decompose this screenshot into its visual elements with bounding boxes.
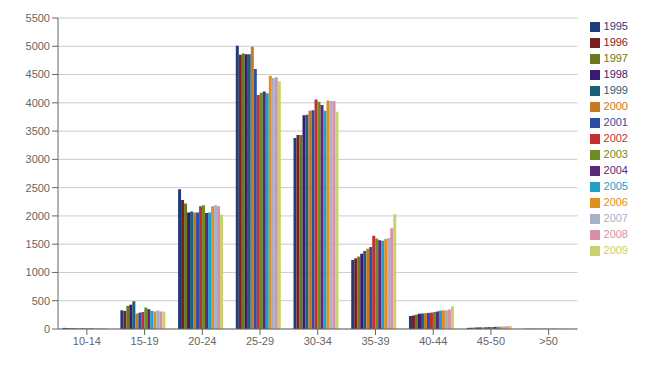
svg-text:1500: 1500 [26,238,50,250]
html-text:1995: 1995 [603,20,628,32]
svg-text:45-50: 45-50 [477,335,505,347]
svg-text:5000: 5000 [26,40,50,52]
svg-text:1000: 1000 [26,266,50,278]
html-text:2001: 2001 [603,116,628,128]
svg-text:3000: 3000 [26,153,50,165]
svg-text:2500: 2500 [26,182,50,194]
html-text:2007: 2007 [603,212,628,224]
html-text:2009: 2009 [603,244,628,256]
svg-text:20-24: 20-24 [188,335,216,347]
html-text:2003: 2003 [603,148,628,160]
html-text:1996: 1996 [603,36,628,48]
svg-text:5500: 5500 [26,12,50,24]
svg-text:3500: 3500 [26,125,50,137]
html-text:2005: 2005 [603,180,628,192]
svg-text:4000: 4000 [26,97,50,109]
html-text:1998: 1998 [603,68,628,80]
html-text:1999: 1999 [603,84,628,96]
svg-text:35-39: 35-39 [361,335,389,347]
svg-text:2000: 2000 [26,210,50,222]
svg-text:4500: 4500 [26,68,50,80]
html-text:2000: 2000 [603,100,628,112]
svg-text:15-19: 15-19 [131,335,159,347]
svg-text:25-29: 25-29 [246,335,274,347]
svg-text:500: 500 [32,295,50,307]
svg-text:10-14: 10-14 [73,335,101,347]
html-text:2006: 2006 [603,196,628,208]
html-text:1997: 1997 [603,52,628,64]
html-text:2002: 2002 [603,132,628,144]
html-text:2008: 2008 [603,228,628,240]
svg-text:30-34: 30-34 [304,335,332,347]
svg-text:40-44: 40-44 [419,335,447,347]
svg-text:0: 0 [44,323,50,335]
svg-text:>50: >50 [539,335,558,347]
html-text:2004: 2004 [603,164,628,176]
